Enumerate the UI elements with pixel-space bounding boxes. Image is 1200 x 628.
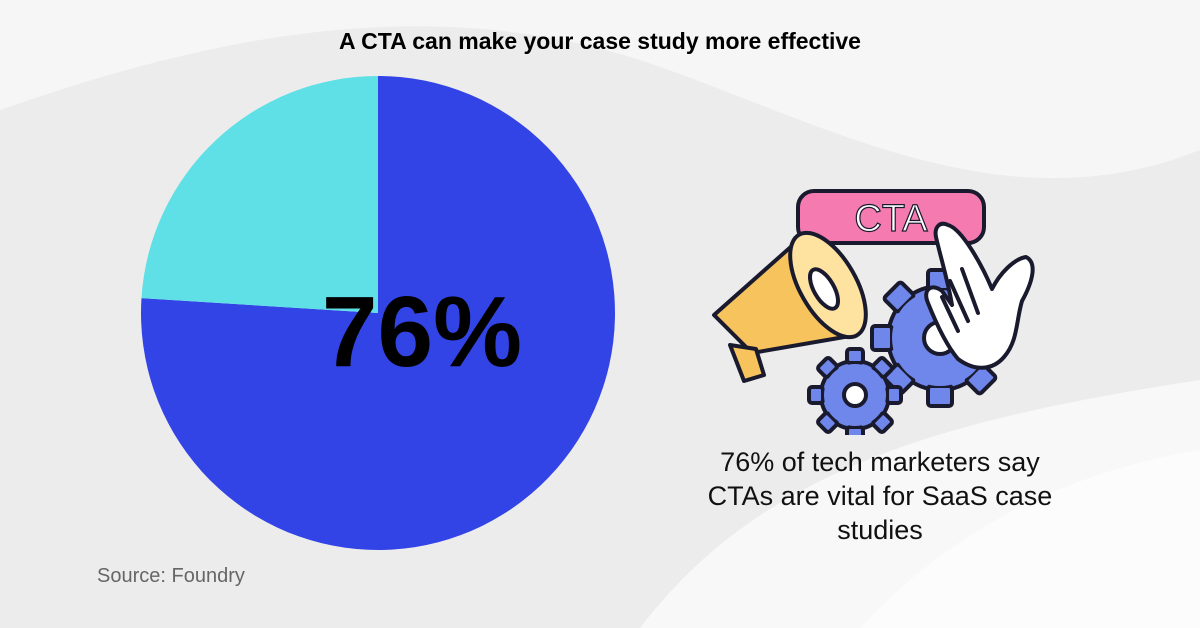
hand-pointer-icon (924, 221, 1035, 370)
megaphone-icon (712, 230, 868, 383)
source-note: Source: Foundry (97, 565, 245, 587)
cta-button-label: CTA (854, 198, 928, 240)
gear-icon-small (807, 347, 903, 435)
caption-text: 76% of tech marketers say CTAs are vital… (707, 447, 1053, 545)
chart-title: A CTA can make your case study more effe… (339, 28, 861, 54)
pie-center-label: 76% (322, 276, 522, 388)
pie-slice-1 (141, 76, 378, 313)
cta-illustration: CTA (712, 189, 1035, 435)
